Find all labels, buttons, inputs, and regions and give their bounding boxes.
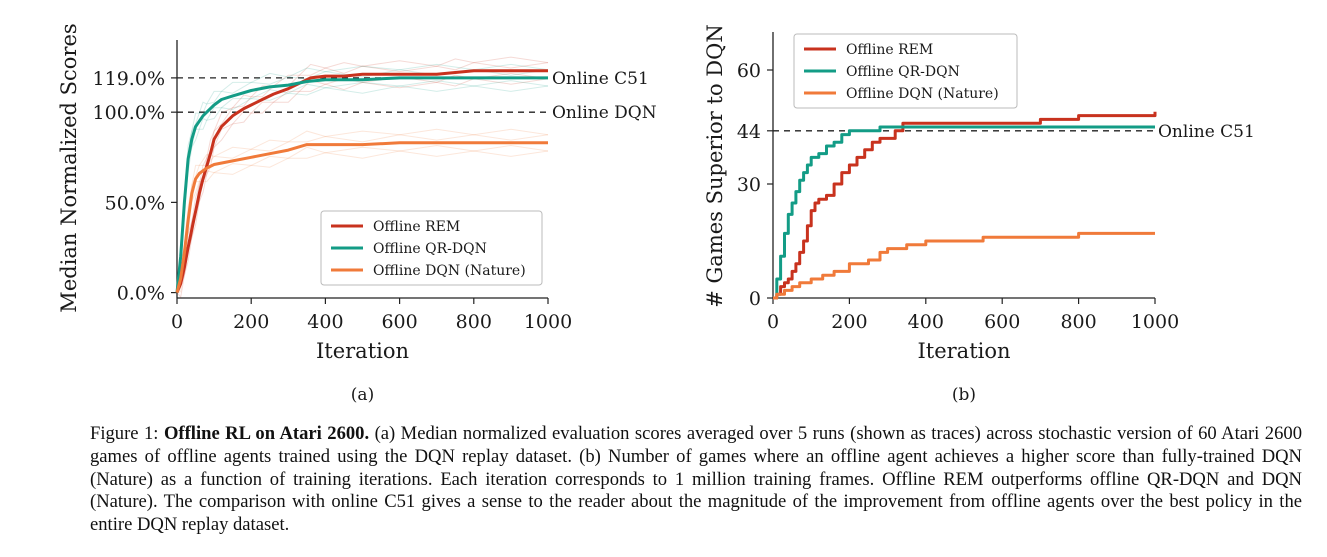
run-trace — [176, 150, 549, 294]
run-trace — [176, 85, 549, 293]
series-line-offline-dqn-nature- — [175, 141, 548, 293]
x-tick-label: 600 — [984, 311, 1020, 333]
x-axis-label: Iteration — [316, 339, 409, 363]
x-tick-label: 800 — [456, 311, 492, 333]
legend-label: Offline QR-DQN — [373, 241, 487, 257]
x-tick-label: 0 — [767, 311, 779, 333]
caption-body: (a) Median normalized evaluation scores … — [90, 423, 1302, 536]
series-line-offline-rem — [175, 69, 548, 294]
run-trace — [176, 56, 549, 293]
y-axis-label: Median Normalized Scores — [57, 23, 81, 312]
y-tick-label: 44 — [737, 121, 761, 143]
y-tick-label: 50.0% — [105, 192, 165, 214]
x-tick-label: 1000 — [1131, 311, 1179, 333]
chart-panel-b: 0 200 400 600 800 1000 0 30 44 60 Iteration # Games… — [703, 24, 1255, 405]
legend-label: Offline DQN (Nature) — [846, 86, 999, 102]
y-tick-label: 60 — [737, 60, 761, 82]
series-line-offline-qr-dqn — [175, 76, 548, 293]
figure-caption: Figure 1: Offline RL on Atari 2600. (a) … — [90, 423, 1302, 537]
x-tick-label: 200 — [233, 311, 269, 333]
legend-label: Offline REM — [846, 42, 933, 58]
x-tick-label: 400 — [307, 311, 343, 333]
x-tick-label: 600 — [381, 311, 417, 333]
y-tick-label: 0.0% — [117, 283, 165, 305]
reference-line-label: Online C51 — [1158, 122, 1255, 142]
panel-label: (a) — [351, 385, 374, 405]
chart-canvas: 0 200 400 600 800 10000.0%50.0%100.0%119.0%It… — [57, 23, 1255, 405]
caption-title: Offline RL on Atari 2600. — [163, 423, 370, 444]
reference-line-label: Online DQN — [552, 103, 657, 123]
panel-label: (b) — [952, 385, 976, 405]
x-tick-label: 1000 — [524, 311, 572, 333]
legend-box — [793, 33, 1018, 109]
y-axis-label: # Games Superior to DQN — [703, 24, 727, 307]
y-tick-label: 119.0% — [93, 68, 165, 90]
y-tick-label: 100.0% — [93, 102, 165, 124]
series-line-offline-dqn-nature- — [773, 231, 1155, 300]
caption-prefix: Figure 1: — [90, 423, 164, 444]
x-tick-label: 400 — [908, 311, 944, 333]
x-axis-label: Iteration — [917, 339, 1010, 363]
y-tick-label: 30 — [737, 174, 761, 196]
chart-panel-a: 0 200 400 600 800 1000 0.0% 50.0% 100.0% 119.0% It… — [57, 23, 657, 405]
x-tick-label: 0 — [171, 311, 183, 333]
y-tick-label: 0 — [749, 288, 761, 310]
series-line-offline-rem — [773, 111, 1157, 300]
series-line-offline-qr-dqn — [773, 125, 1155, 300]
legend-box — [320, 210, 543, 286]
run-trace — [176, 128, 549, 293]
x-tick-label: 800 — [1060, 311, 1096, 333]
x-tick-label: 200 — [831, 311, 867, 333]
reference-line-label: Online C51 — [552, 69, 649, 89]
run-trace — [176, 78, 549, 299]
run-trace — [176, 63, 549, 293]
legend-label: Offline REM — [373, 219, 460, 235]
legend-label: Offline DQN (Nature) — [373, 263, 526, 279]
legend-label: Offline QR-DQN — [846, 64, 960, 80]
